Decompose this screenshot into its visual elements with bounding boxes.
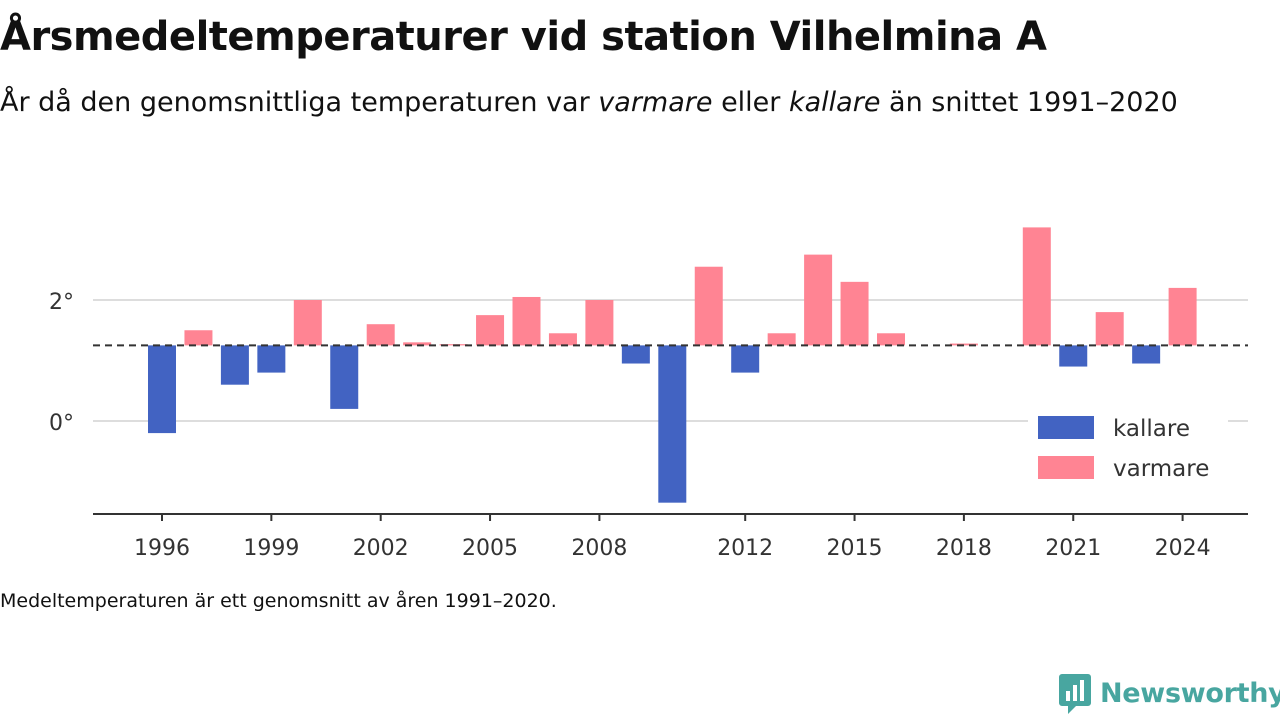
y-axis-ticks: 0° 2°	[49, 290, 74, 436]
footnote: Medeltemperaturen är ett genomsnitt av å…	[0, 590, 557, 612]
bar-2006-varmare	[512, 296, 541, 346]
legend-label-kallare: kallare	[1113, 416, 1190, 442]
subtitle-part-2: eller	[712, 87, 789, 118]
bar-2005-varmare	[476, 315, 505, 346]
bar-2013-varmare	[767, 333, 796, 346]
bar-2000-varmare	[293, 300, 322, 346]
bar-2009-kallare	[621, 345, 650, 364]
x-axis-ticks: 1996 1999 2002 2005 2008 2012 2015 2018 2021 2024	[134, 514, 1211, 561]
x-tick-label: 2015	[827, 536, 883, 561]
bar-2021-kallare	[1059, 345, 1088, 367]
x-tick-label: 2012	[717, 536, 773, 561]
chart-subtitle: År då den genomsnittliga temperaturen va…	[0, 82, 1200, 124]
x-tick-label: 2021	[1045, 536, 1101, 561]
legend-label-varmare: varmare	[1113, 456, 1209, 482]
bar-1999-kallare	[257, 345, 286, 373]
subtitle-part-1: År då den genomsnittliga temperaturen va…	[0, 87, 599, 118]
x-tick-label: 2005	[462, 536, 518, 561]
bar-2002-varmare	[366, 324, 395, 346]
bar-2015-varmare	[840, 281, 869, 346]
bar-2010-kallare	[658, 345, 687, 503]
newsworthy-logo-text: Newsworthy	[1100, 677, 1280, 709]
subtitle-cold-word: kallare	[788, 87, 881, 118]
bar-1997-varmare	[184, 330, 213, 346]
chart-title: Årsmedeltemperaturer vid station Vilhelm…	[0, 14, 1047, 60]
newsworthy-logo: Newsworthy	[1058, 671, 1280, 715]
x-tick-label: 1996	[134, 536, 190, 561]
bar-2022-varmare	[1095, 312, 1124, 346]
legend: kallare varmare	[1028, 408, 1228, 488]
bars	[148, 227, 1197, 503]
bar-2024-varmare	[1168, 287, 1197, 346]
subtitle-warm-word: varmare	[598, 87, 713, 118]
bar-1998-kallare	[220, 345, 249, 385]
legend-swatch-kallare	[1038, 416, 1094, 439]
legend-swatch-varmare	[1038, 456, 1094, 479]
x-tick-label: 2018	[936, 536, 992, 561]
subtitle-part-3: än snittet 1991–2020	[880, 87, 1178, 118]
bar-1996-kallare	[148, 345, 176, 434]
bar-2008-varmare	[585, 300, 614, 346]
bar-2001-kallare	[330, 345, 359, 409]
bar-chart: 0° 2° 1996 1999 2002 2005 2008 2012 2015 2018 202…	[49, 227, 1248, 561]
bar-2007-varmare	[548, 333, 577, 346]
x-tick-label: 2008	[571, 536, 627, 561]
y-tick-label: 2°	[49, 290, 74, 315]
y-tick-label: 0°	[49, 411, 74, 436]
x-tick-label: 1999	[243, 536, 299, 561]
bar-2016-varmare	[877, 333, 905, 346]
bar-2011-varmare	[694, 266, 723, 346]
bar-2003-varmare	[403, 342, 432, 346]
x-tick-label: 2024	[1155, 536, 1211, 561]
bar-2020-varmare	[1022, 227, 1051, 346]
x-tick-label: 2002	[353, 536, 409, 561]
newsworthy-logo-icon	[1059, 674, 1091, 714]
bar-2012-kallare	[731, 345, 760, 373]
bar-2023-kallare	[1132, 345, 1161, 364]
bar-2014-varmare	[804, 254, 833, 346]
